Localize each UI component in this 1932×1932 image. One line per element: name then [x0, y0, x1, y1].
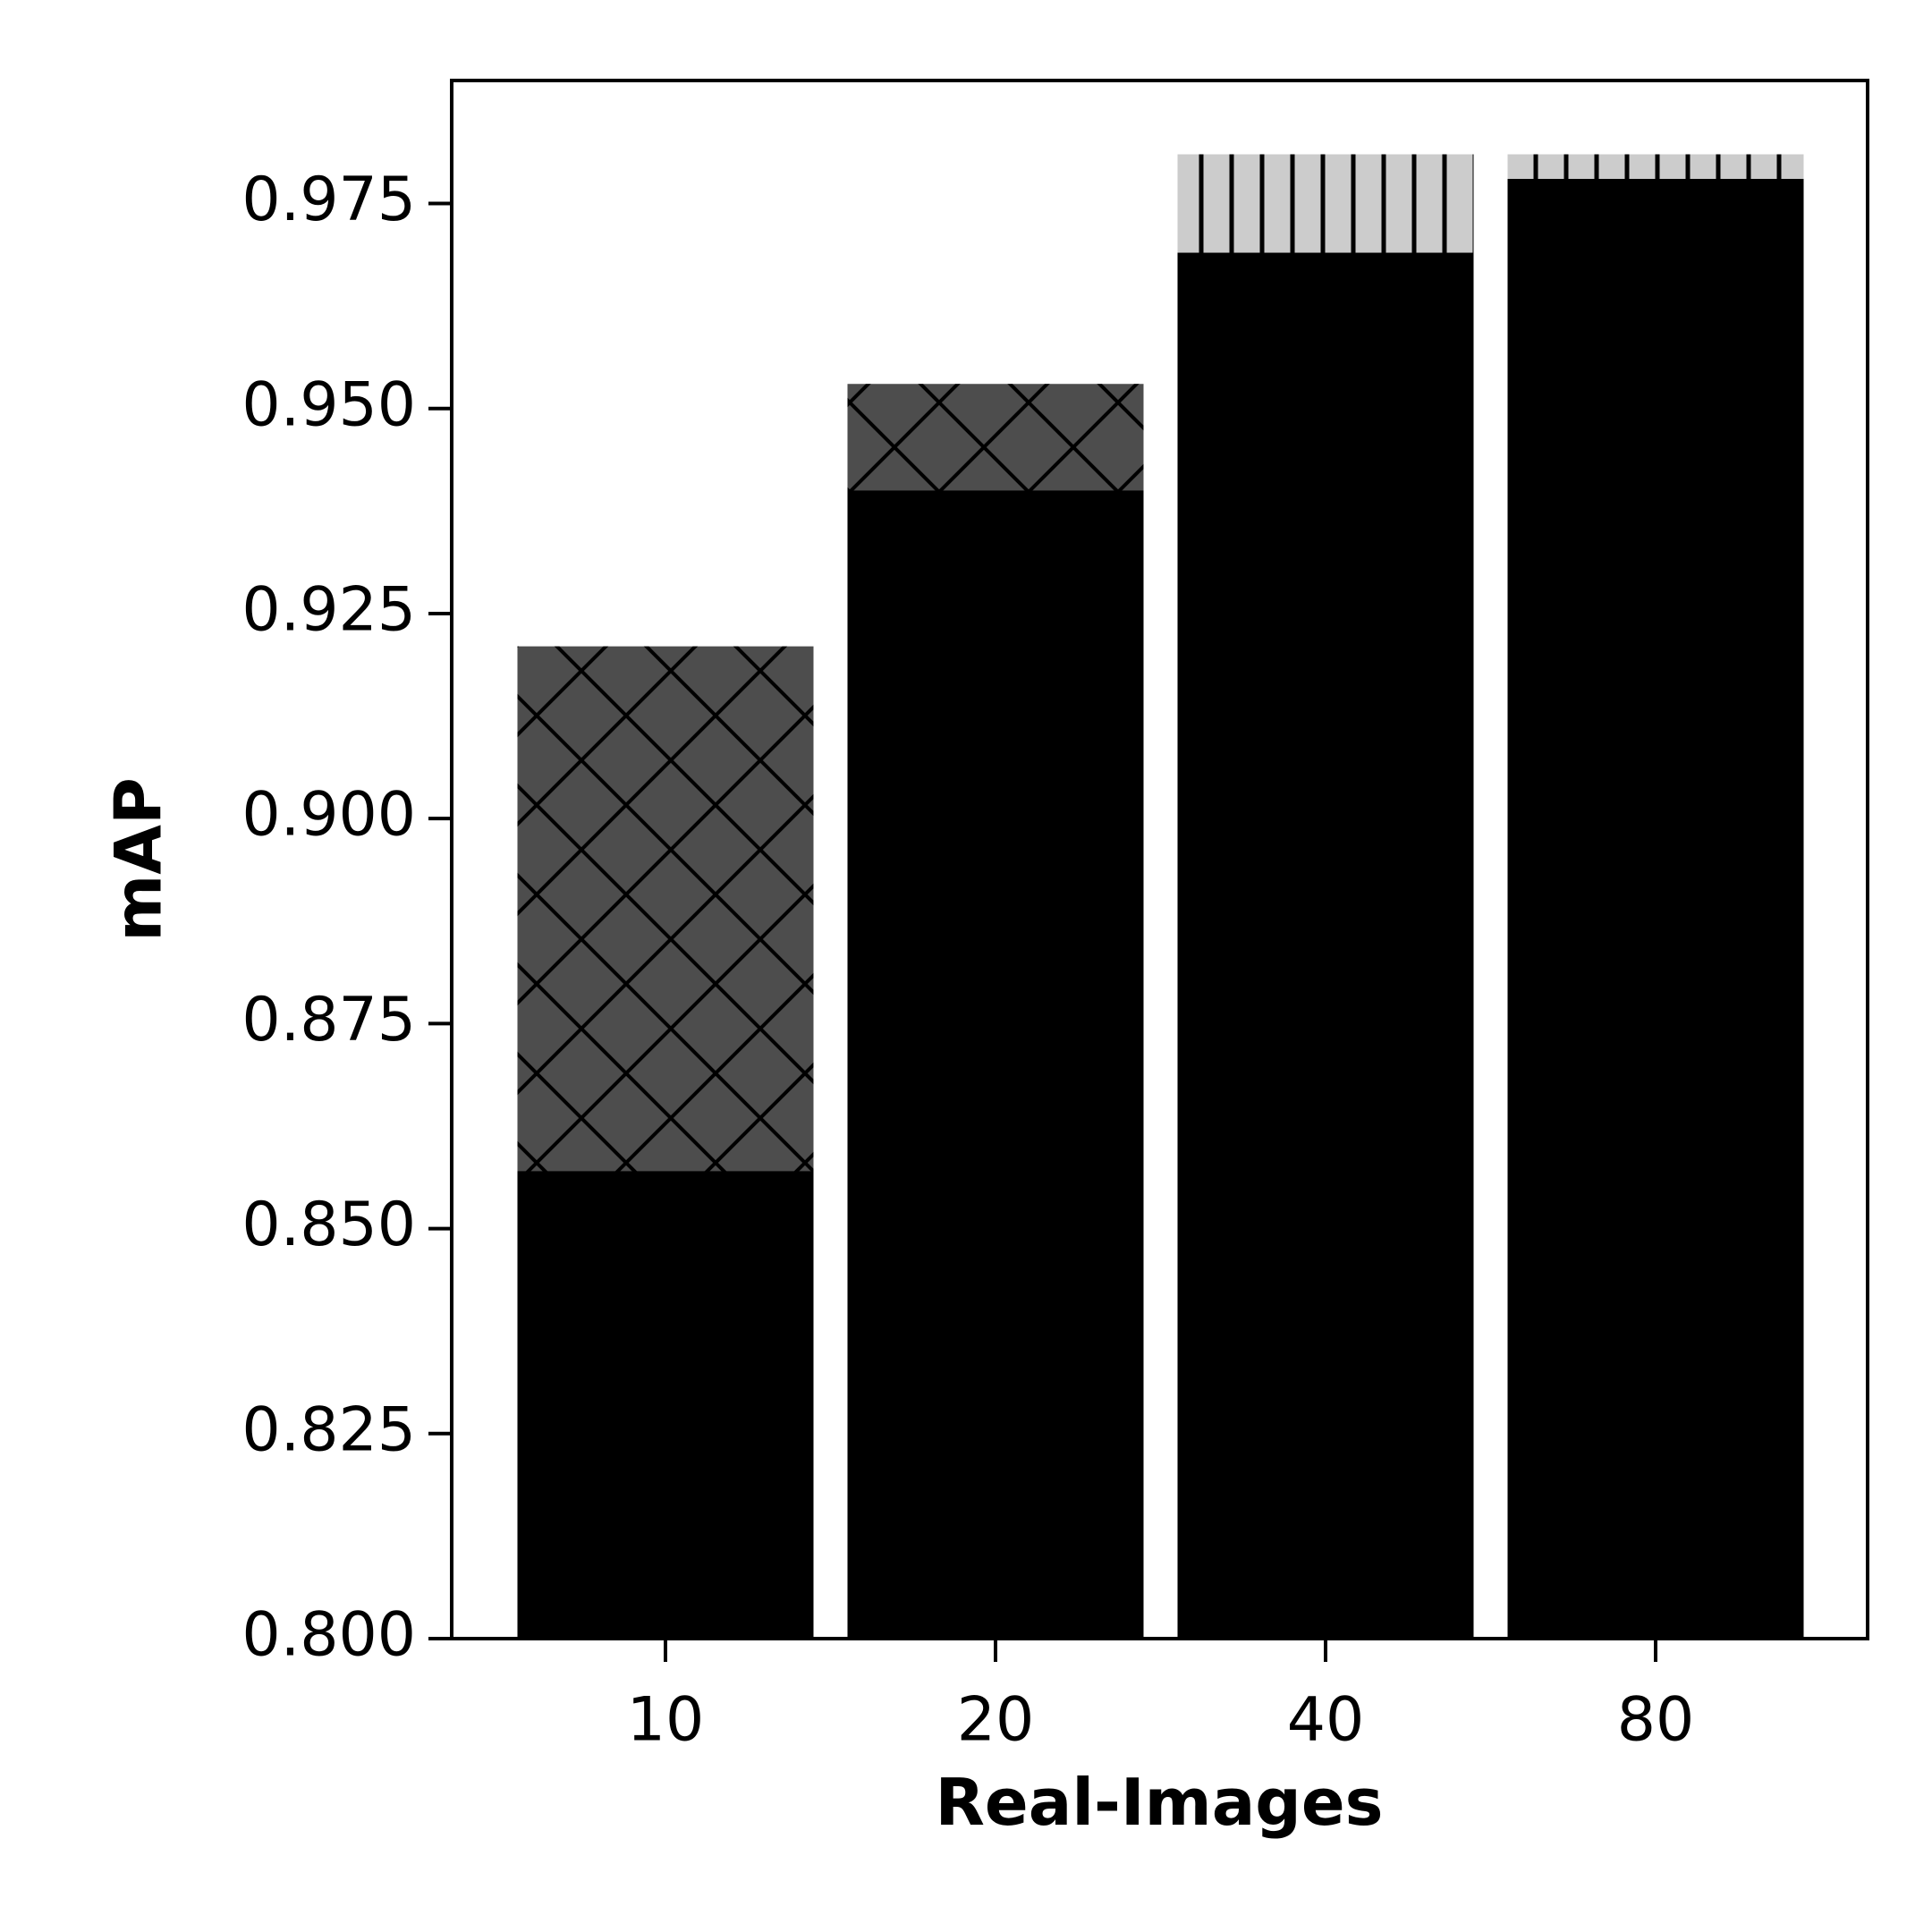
y-tick-label: 0.925 [242, 574, 416, 645]
y-tick-label: 0.800 [242, 1600, 416, 1671]
y-tick-label: 0.950 [242, 369, 416, 440]
y-tick-label: 0.850 [242, 1190, 416, 1260]
bar [1507, 179, 1804, 1640]
y-axis-label: mAP [101, 777, 176, 942]
x-axis-label: Real-Images [935, 1765, 1383, 1840]
x-tick-label: 20 [957, 1685, 1035, 1756]
bar [517, 1171, 814, 1639]
x-tick-label: 10 [627, 1685, 705, 1756]
bar [1177, 252, 1474, 1639]
plot-frame [450, 79, 1869, 1640]
y-tick-label: 0.825 [242, 1394, 416, 1465]
x-tick-label: 80 [1617, 1685, 1695, 1756]
x-tick-label: 40 [1287, 1685, 1365, 1756]
y-tick-label: 0.875 [242, 985, 416, 1055]
y-tick-label: 0.900 [242, 780, 416, 851]
y-tick-label: 0.975 [242, 165, 416, 235]
bar [847, 490, 1144, 1639]
